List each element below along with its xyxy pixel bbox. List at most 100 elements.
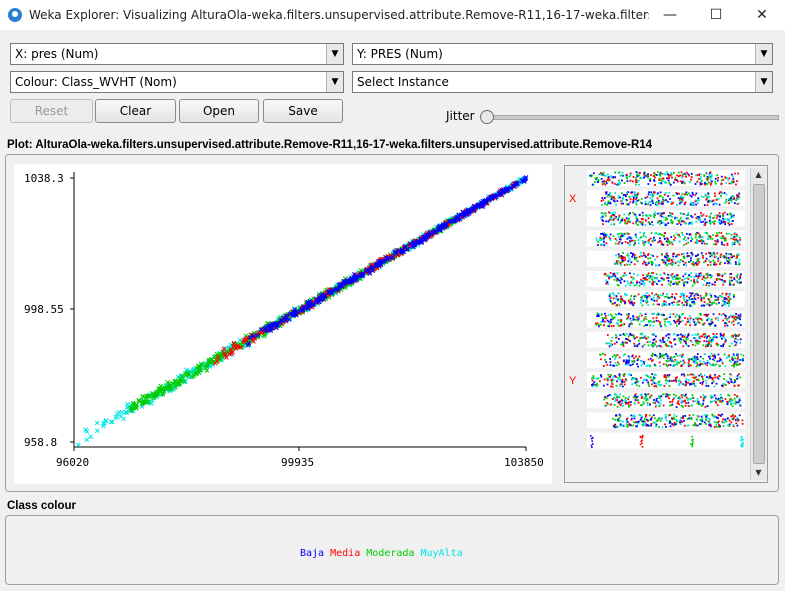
attribute-dot — [637, 339, 640, 342]
attribute-dot — [674, 297, 676, 300]
weka-app-icon — [8, 8, 22, 22]
close-button[interactable]: ✕ — [756, 7, 768, 23]
clear-button[interactable]: Clear — [95, 99, 176, 123]
attribute-dot — [633, 403, 636, 405]
jitter-slider-thumb[interactable] — [480, 110, 494, 124]
attribute-dot — [665, 395, 667, 398]
x-tick-label-max: 103850 — [504, 456, 544, 469]
attribute-dot — [706, 272, 709, 275]
attribute-dot — [667, 279, 670, 282]
chevron-down-icon[interactable]: ▼ — [326, 72, 343, 92]
scatter-plot[interactable]: 1038.3 998.55 958.8 96020 99935 103850 — [14, 164, 552, 484]
select-instance-select[interactable]: Select Instance ▼ — [352, 71, 773, 93]
jitter-slider-track[interactable] — [482, 115, 779, 120]
attribute-dot — [633, 244, 635, 247]
attribute-dot — [660, 399, 663, 402]
attribute-dot — [722, 312, 725, 315]
attribute-dot — [736, 253, 739, 255]
attribute-dot — [621, 381, 624, 384]
maximize-button[interactable]: ☐ — [709, 7, 723, 23]
minimize-button[interactable]: — — [663, 7, 677, 23]
attribute-dot — [699, 183, 702, 186]
attribute-dot — [657, 320, 660, 323]
attribute-dot — [644, 313, 647, 315]
attribute-dot — [664, 192, 667, 194]
attribute-dot — [677, 197, 680, 199]
attribute-dot — [659, 214, 662, 217]
chevron-down-icon[interactable]: ▼ — [755, 44, 772, 64]
attribute-dot — [714, 240, 717, 242]
attribute-dot — [640, 397, 643, 399]
attribute-dot — [649, 201, 652, 203]
attribute-dot — [711, 400, 714, 403]
colour-select[interactable]: Colour: Class_WVHT (Nom) ▼ — [10, 71, 344, 93]
attribute-dot — [709, 255, 712, 258]
attribute-dot — [631, 255, 634, 258]
x-axis-select[interactable]: X: pres (Num) ▼ — [10, 43, 344, 65]
attribute-dot — [663, 318, 666, 321]
attribute-dot — [717, 177, 720, 179]
attribute-dot — [618, 255, 621, 257]
attribute-dot — [650, 174, 652, 176]
attribute-dot — [635, 236, 638, 239]
attribute-dot — [733, 393, 736, 396]
open-button[interactable]: Open — [179, 99, 259, 123]
attribute-dot — [667, 345, 670, 347]
chevron-down-icon[interactable]: ▼ — [326, 44, 343, 64]
attribute-dot — [698, 239, 701, 242]
attribute-dot — [660, 353, 663, 356]
attribute-dot — [610, 344, 613, 347]
attribute-dot — [734, 337, 737, 340]
attribute-dot — [733, 243, 736, 246]
save-button[interactable]: Save — [263, 99, 343, 123]
scatter-plot-area[interactable]: 1038.3 998.55 958.8 96020 99935 103850 — [14, 164, 552, 484]
attribute-dot — [718, 203, 721, 206]
attribute-dot — [626, 193, 628, 195]
attribute-dot — [705, 315, 708, 318]
attribute-dot — [612, 302, 615, 305]
attribute-bars[interactable]: XY — [565, 166, 767, 482]
attribute-dot — [687, 192, 690, 195]
attribute-dot — [672, 379, 675, 382]
attribute-dot — [602, 239, 605, 242]
attribute-dot — [683, 255, 686, 258]
attribute-dot — [626, 254, 629, 257]
attribute-dot — [726, 324, 729, 327]
chevron-down-icon[interactable]: ▼ — [755, 72, 772, 92]
attribute-dot — [706, 303, 709, 305]
attribute-dot — [675, 232, 678, 235]
data-point — [442, 223, 447, 228]
attribute-dot — [737, 314, 740, 317]
attribute-dot — [701, 335, 703, 338]
attribute-dot — [625, 198, 628, 201]
attribute-dot — [711, 237, 714, 240]
attribute-dot — [656, 277, 658, 280]
attribute-row[interactable] — [587, 250, 745, 267]
attribute-dot — [624, 256, 626, 259]
attribute-dot — [713, 220, 716, 222]
data-point — [330, 288, 336, 294]
attribute-dot — [633, 336, 636, 339]
attribute-dot — [640, 376, 642, 379]
attribute-dot — [656, 295, 659, 298]
attribute-dot — [664, 263, 667, 266]
y-axis-select[interactable]: Y: PRES (Num) ▼ — [352, 43, 773, 65]
attribute-dot — [611, 383, 614, 385]
attribute-dot — [682, 282, 685, 285]
attribute-dot — [642, 252, 645, 254]
attribute-dot — [687, 338, 690, 340]
attribute-dot — [721, 397, 723, 399]
attribute-dot — [662, 216, 665, 219]
attribute-dot — [594, 181, 596, 183]
attribute-dot — [614, 313, 617, 316]
reset-button[interactable]: Reset — [10, 99, 93, 123]
attribute-dot — [634, 233, 637, 236]
attribute-dot — [635, 344, 638, 347]
attribute-dot — [718, 263, 721, 265]
jitter-label: Jitter — [446, 109, 475, 123]
attribute-dot — [672, 278, 675, 280]
attribute-dot — [708, 174, 711, 177]
attribute-dot — [676, 313, 678, 316]
attribute-dot — [659, 321, 662, 324]
